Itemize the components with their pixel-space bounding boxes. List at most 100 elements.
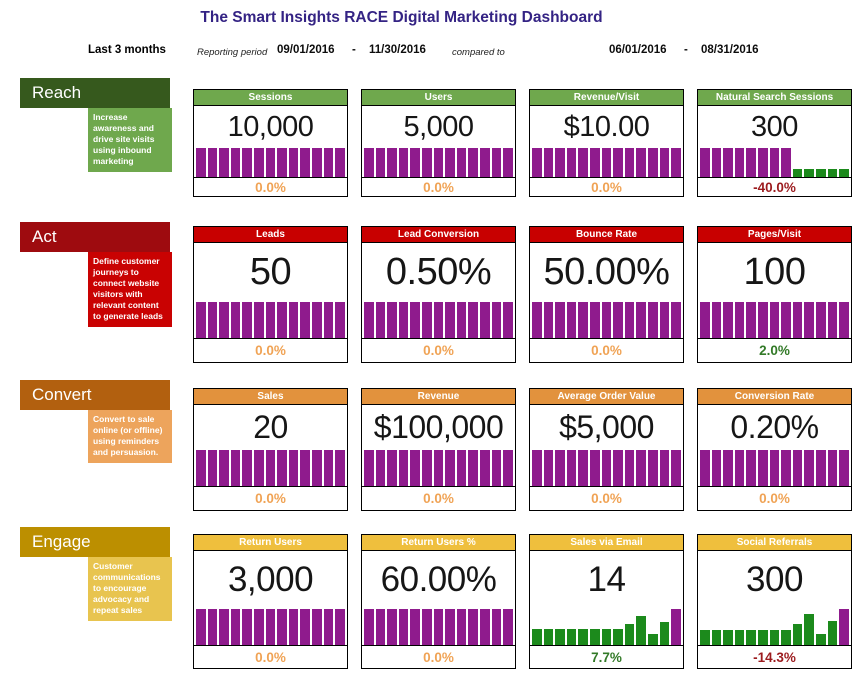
section-cards: Sales 20 0.0% Revenue $100,000 0.0% Aver… [193,388,852,511]
sparkline-bar [375,302,386,338]
sparkline-bar [196,148,206,177]
kpi-card-title: Sales [257,391,284,402]
kpi-sparkline [698,148,851,178]
kpi-change: 0.0% [423,649,454,665]
kpi-card-title: Bounce Rate [575,229,638,240]
section-description: Convert to sale online (or offline) usin… [88,410,172,464]
section-description: Customer communications to encourage adv… [88,557,172,622]
sparkline-bar [758,450,768,486]
kpi-card-title: Users [424,92,453,103]
reporting-start-date[interactable]: 09/01/2016 [277,44,335,56]
kpi-sparkline [194,302,347,339]
sparkline-bar [648,302,658,338]
kpi-card-header: Return Users % [362,535,515,551]
compare-end-date[interactable]: 08/31/2016 [701,44,759,56]
kpi-card: Lead Conversion 0.50% 0.0% [361,226,516,363]
kpi-value: 14 [587,560,626,599]
sparkline-bar [578,629,589,645]
sparkline-bar [827,620,838,645]
sparkline-bar [624,624,635,645]
sparkline-bar [804,169,815,177]
sparkline-bar [613,302,623,338]
sparkline-bar [480,148,490,177]
sparkline-bar [648,148,658,177]
kpi-card-title: Sales via Email [570,537,643,548]
sparkline-bar [839,450,849,486]
section-description: Increase awareness and drive site visits… [88,108,172,173]
sparkline-bar [422,609,432,645]
kpi-value: $10.00 [563,110,650,143]
sections: Reach Increase awareness and drive site … [0,78,867,669]
sparkline-bar [532,450,542,486]
compared-to-label: compared to [452,47,505,58]
sparkline-bar [746,302,757,338]
kpi-card: Sales 20 0.0% [193,388,348,511]
sparkline-bar [491,302,502,338]
kpi-value: $100,000 [373,409,504,445]
sparkline-bar [532,629,542,645]
sparkline-bar [700,450,710,486]
sparkline-bar [456,609,467,645]
section-label-column: Act Define customer journeys to connect … [20,222,193,363]
kpi-change: 0.0% [591,343,622,358]
section-title: Reach [32,83,82,102]
sparkline-bar [277,609,287,645]
sparkline-bar [624,302,635,338]
kpi-card-title: Pages/Visit [747,229,802,240]
kpi-sparkline [362,148,515,178]
sparkline-bar [659,302,670,338]
kpi-sparkline [698,609,851,646]
kpi-value: 5,000 [403,110,474,143]
sparkline-bar [375,450,386,486]
kpi-card: Pages/Visit 100 2.0% [697,226,852,363]
kpi-change: 7.7% [591,649,622,665]
sparkline-bar [590,629,600,645]
kpi-card: Return Users % 60.00% 0.0% [361,534,516,669]
reporting-end-date[interactable]: 11/30/2016 [369,44,426,56]
kpi-value: $5,000 [559,409,654,445]
kpi-card: Average Order Value $5,000 0.0% [529,388,684,511]
kpi-card-header: Pages/Visit [698,227,851,243]
period-bar: Last 3 months Reporting period 09/01/201… [0,43,867,61]
sparkline-bar [648,450,658,486]
kpi-card-title: Natural Search Sessions [715,92,834,103]
sparkline-bar [543,302,554,338]
compare-start-date[interactable]: 06/01/2016 [609,44,667,56]
sparkline-bar [456,302,467,338]
kpi-card-title: Conversion Rate [734,391,815,402]
sparkline-bar [196,302,206,338]
sparkline-bar [769,302,780,338]
sparkline-bar [555,148,565,177]
kpi-value: 0.50% [385,251,492,293]
sparkline-bar [323,450,334,486]
sparkline-bar [480,450,490,486]
kpi-change: 0.0% [423,179,454,195]
sparkline-bar [230,302,241,338]
sparkline-bar [410,450,421,486]
sparkline-bar [566,148,577,177]
sparkline-bar [532,302,542,338]
sparkline-bar [543,450,554,486]
kpi-sparkline [362,609,515,646]
sparkline-bar [555,629,565,645]
sparkline-bar [387,302,397,338]
kpi-card-title: Revenue/Visit [573,92,640,103]
kpi-sparkline [194,450,347,487]
sparkline-bar [364,450,374,486]
kpi-card-header: Conversion Rate [698,389,851,405]
sparkline-bar [288,609,299,645]
sparkline-bar [578,450,589,486]
sparkline-bar [816,634,826,645]
kpi-card-title: Lead Conversion [397,229,480,240]
kpi-change: 0.0% [591,491,622,506]
sparkline-bar [613,629,623,645]
sparkline-bar [769,450,780,486]
sparkline-bar [723,302,733,338]
sparkline-bar [335,450,345,486]
kpi-card: Natural Search Sessions 300 -40.0% [697,89,852,197]
sparkline-bar [613,148,623,177]
kpi-value: 10,000 [227,110,314,143]
section-description: Define customer journeys to connect webs… [88,252,172,328]
kpi-value: 50 [249,251,292,293]
